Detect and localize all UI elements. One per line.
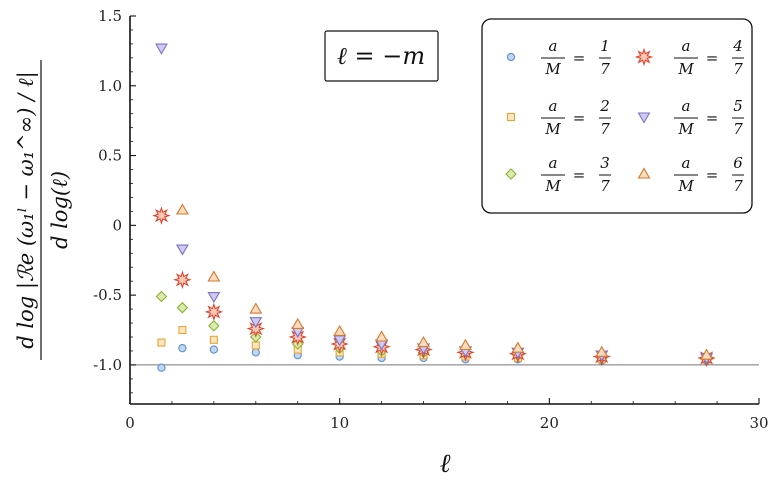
- data-point: [178, 325, 187, 335]
- legend-marker: [506, 52, 516, 62]
- data-point: [291, 317, 305, 329]
- plot-axes: [129, 16, 759, 405]
- data-point: [700, 348, 714, 360]
- data-point: [207, 270, 221, 282]
- data-point: [208, 320, 220, 332]
- legend-frac-denominator: M: [677, 120, 694, 138]
- legend-frac-numerator: a: [682, 154, 691, 172]
- legend-marker: [637, 167, 651, 179]
- legend-frac-numerator: a: [682, 97, 691, 115]
- y-axis-label-denominator: d log(ℓ): [48, 171, 72, 249]
- legend-value-denominator: 7: [600, 120, 610, 138]
- series-3: [155, 290, 713, 366]
- data-point: [157, 363, 166, 372]
- legend-equals: =: [573, 166, 586, 184]
- y-axis-label: d log |ℛe (ω₁ˡ − ω₁^∞) / ℓ| d log(ℓ): [14, 60, 72, 360]
- series-6: [175, 203, 714, 360]
- x-tick-label: 30: [749, 414, 768, 432]
- data-point: [595, 345, 609, 357]
- data-point: [209, 335, 218, 344]
- data-point: [152, 206, 171, 225]
- legend-marker: [505, 168, 517, 180]
- legend-value-denominator: 7: [600, 60, 610, 78]
- data-point: [333, 324, 347, 336]
- data-point: [175, 203, 189, 215]
- series-2: [157, 325, 711, 364]
- legend-entry: aM = 4 7: [634, 37, 744, 78]
- legend-frac-denominator: M: [677, 60, 694, 78]
- data-point: [417, 335, 430, 348]
- series-4: [152, 206, 716, 368]
- y-tick-label: 0.5: [98, 147, 122, 165]
- data-point: [207, 291, 221, 304]
- annotation-text: ℓ = −m: [337, 42, 425, 70]
- series-1: [157, 344, 711, 372]
- legend-equals: =: [573, 109, 586, 127]
- data-point: [176, 301, 189, 314]
- data-point: [178, 344, 187, 353]
- legend-equals: =: [706, 109, 719, 127]
- y-tick-label: -1.0: [93, 356, 122, 374]
- x-axis-label: ℓ: [440, 449, 451, 479]
- legend-equals: =: [706, 166, 719, 184]
- x-tick-label: 10: [330, 414, 349, 432]
- y-tick-label: 1.5: [98, 7, 122, 25]
- data-point: [511, 341, 525, 353]
- data-point: [209, 345, 219, 354]
- data-point: [155, 290, 168, 303]
- data-point: [154, 43, 168, 55]
- data-point: [157, 338, 166, 347]
- axis-ticks: 0 10 20 30 1.5 1.0 0.5 0 -0.5 -1.0: [93, 7, 768, 432]
- data-point: [459, 338, 472, 350]
- data-point: [246, 319, 266, 338]
- data-point: [175, 244, 189, 256]
- legend-frac-numerator: a: [682, 37, 691, 55]
- y-tick-label: -0.5: [93, 286, 122, 304]
- data-point: [204, 302, 224, 322]
- legend-entry: aM = 3 7: [505, 154, 611, 195]
- x-tick-label: 0: [125, 414, 135, 432]
- legend-frac-denominator: M: [544, 60, 561, 78]
- data-point: [251, 341, 260, 350]
- data-point: [249, 302, 263, 314]
- legend-equals: =: [706, 49, 719, 67]
- legend-value-numerator: 5: [733, 97, 743, 115]
- x-tick-label: 20: [540, 414, 559, 432]
- legend-entry: aM = 1 7: [506, 37, 611, 78]
- legend-frac-denominator: M: [544, 177, 561, 195]
- legend-frac-denominator: M: [677, 177, 694, 195]
- legend-frac-numerator: a: [549, 97, 558, 115]
- legend-marker: [506, 112, 516, 122]
- legend-value-numerator: 1: [600, 37, 610, 55]
- legend-entry: aM = 6 7: [637, 154, 744, 195]
- legend-value-numerator: 3: [600, 154, 610, 172]
- y-tick-label: 1.0: [98, 77, 122, 95]
- legend-value-denominator: 7: [600, 177, 610, 195]
- legend-value-denominator: 7: [733, 60, 743, 78]
- legend-entry: aM = 5 7: [637, 97, 744, 138]
- legend-marker: [634, 47, 654, 67]
- legend-frac-denominator: M: [544, 120, 561, 138]
- legend-marker: [637, 112, 651, 124]
- data-point: [173, 270, 192, 290]
- y-tick-label: 0: [112, 216, 122, 234]
- legend-frac-numerator: a: [549, 37, 558, 55]
- legend-frac-numerator: a: [549, 154, 558, 172]
- y-axis-label-numerator: d log |ℛe (ω₁ˡ − ω₁^∞) / ℓ|: [14, 71, 39, 348]
- annotation-box: ℓ = −m: [324, 30, 439, 82]
- legend-value-numerator: 6: [733, 154, 743, 172]
- legend-entry: aM = 2 7: [506, 97, 611, 138]
- legend-value-denominator: 7: [733, 120, 743, 138]
- data-point: [251, 348, 260, 357]
- legend-value-numerator: 2: [599, 97, 610, 115]
- legend-value-denominator: 7: [733, 177, 743, 195]
- legend-value-numerator: 4: [732, 37, 743, 55]
- data-point: [249, 317, 263, 329]
- legend-equals: =: [573, 49, 586, 67]
- data-point: [375, 330, 389, 342]
- data-points: [152, 43, 716, 372]
